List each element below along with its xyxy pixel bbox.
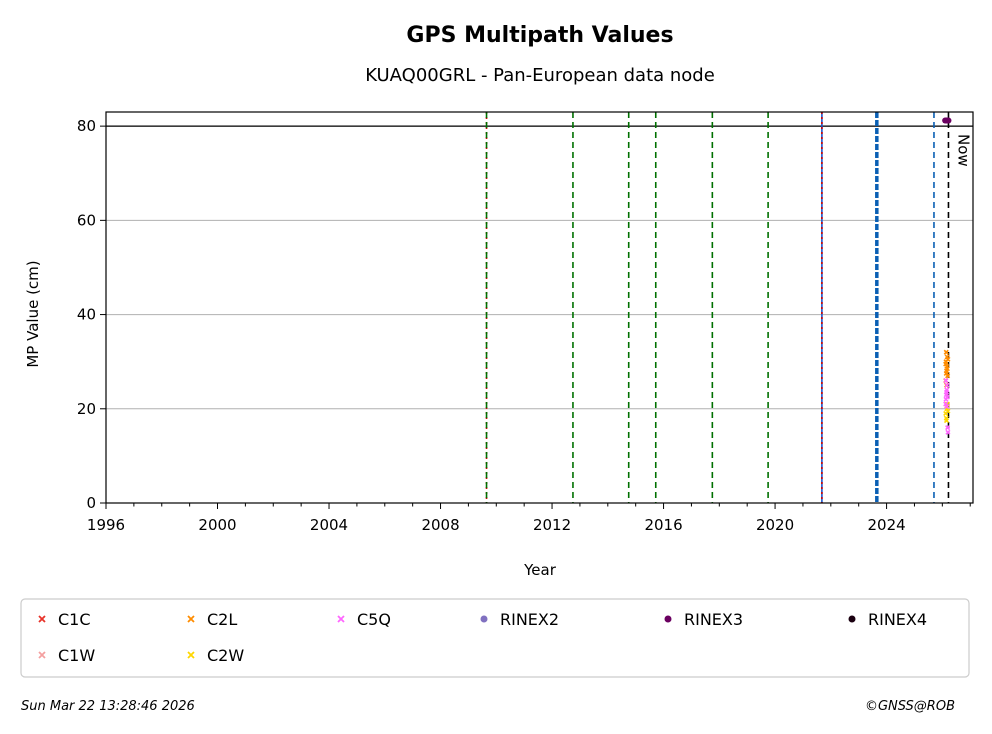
- data-point: [945, 429, 951, 435]
- footer-credit: ©GNSS@ROB: [865, 699, 955, 714]
- legend-marker: [664, 615, 672, 623]
- x-tick-label: 2000: [198, 516, 236, 534]
- legend-marker: [38, 651, 46, 659]
- legend-marker: [848, 615, 856, 623]
- legend-marker: [187, 651, 195, 659]
- data-point: [944, 382, 950, 388]
- legend-label: RINEX4: [868, 610, 927, 629]
- footer-timestamp: Sun Mar 22 13:28:46 2026: [21, 699, 195, 714]
- chart-title: GPS Multipath Values: [406, 23, 673, 48]
- legend: C1C C1W C2L C2W C5Q RINEX2 RINEX3 RINEX4: [38, 610, 927, 665]
- y-tick-label: 20: [77, 400, 96, 418]
- legend-label: C1C: [58, 610, 91, 629]
- legend-label: RINEX3: [684, 610, 743, 629]
- data-point: [943, 389, 950, 395]
- x-axis-label: Year: [523, 561, 557, 579]
- x-tick-label: 2012: [533, 516, 571, 534]
- data-point: [943, 361, 949, 367]
- plot-frame: [105, 111, 974, 504]
- y-axis-label: MP Value (cm): [24, 260, 42, 367]
- chart-subtitle: KUAQ00GRL - Pan-European data node: [365, 65, 715, 86]
- data-point: [943, 417, 950, 424]
- event-lines: Now: [485, 112, 972, 503]
- x-tick-label: 2016: [644, 516, 682, 534]
- data-point: [945, 356, 951, 362]
- legend-marker: [38, 615, 46, 623]
- x-axis-ticks: 1996 2000 2004 2008 2012 2016 2020 2024: [87, 503, 971, 534]
- data-point: [945, 408, 951, 414]
- legend-marker: [337, 615, 345, 623]
- data-point: [943, 349, 949, 355]
- data-point: [945, 425, 951, 431]
- legend-marker: [480, 615, 488, 623]
- x-tick-label: 2020: [756, 516, 794, 534]
- legend-label: RINEX2: [500, 610, 559, 629]
- x-tick-label: 2024: [867, 516, 905, 534]
- legend-label: C1W: [58, 646, 95, 665]
- x-tick-label: 2004: [310, 516, 348, 534]
- legend-box: [20, 598, 970, 678]
- y-gridlines: [106, 125, 973, 410]
- now-label: Now: [954, 134, 972, 167]
- data-point: [944, 403, 950, 409]
- data-points: [942, 117, 952, 435]
- y-tick-label: 60: [77, 211, 96, 229]
- legend-label: C2L: [207, 610, 237, 629]
- data-point: [944, 366, 950, 372]
- x-tick-label: 1996: [87, 516, 125, 534]
- legend-label: C2W: [207, 646, 244, 665]
- data-point: [944, 394, 950, 400]
- y-tick-label: 0: [86, 494, 96, 512]
- data-point: [945, 117, 952, 124]
- y-tick-label: 80: [77, 117, 96, 135]
- data-point: [943, 377, 949, 384]
- data-point: [945, 373, 951, 379]
- legend-label: C5Q: [357, 610, 391, 629]
- legend-marker: [187, 615, 195, 623]
- y-axis-ticks: 0 20 40 60 80: [77, 117, 106, 512]
- y-tick-label: 40: [77, 306, 96, 324]
- x-tick-label: 2008: [421, 516, 459, 534]
